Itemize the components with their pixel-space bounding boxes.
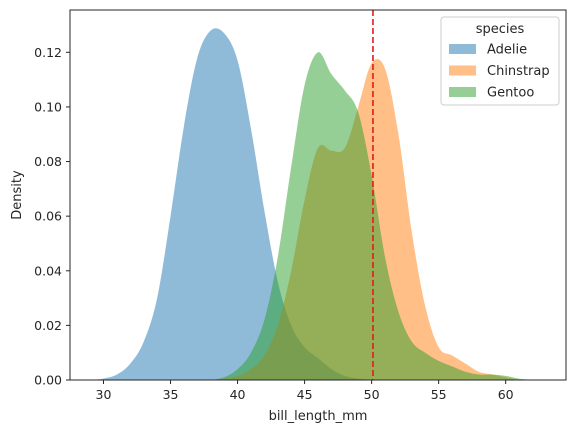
- legend: species Adelie Chinstrap Gentoo: [440, 16, 560, 106]
- x-axis-ticks: 30 35 40 45 50 55 60: [96, 380, 514, 402]
- x-tick-label: 50: [364, 387, 380, 402]
- legend-label-chinstrap: Chinstrap: [487, 64, 550, 79]
- legend-title: species: [476, 22, 525, 37]
- x-tick-label: 35: [163, 387, 179, 402]
- x-tick-label: 45: [297, 387, 313, 402]
- y-tick-label: 0.10: [34, 99, 62, 114]
- y-tick-label: 0.02: [34, 318, 62, 333]
- legend-swatch-chinstrap: [449, 65, 476, 76]
- x-tick-label: 30: [96, 387, 112, 402]
- legend-label-adelie: Adelie: [487, 43, 527, 58]
- y-tick-label: 0.08: [34, 154, 62, 169]
- plot-frame: [69, 9, 567, 381]
- legend-box: [440, 16, 560, 106]
- x-axis-label: bill_length_mm: [269, 409, 368, 424]
- y-tick-label: 0.06: [34, 209, 62, 224]
- legend-swatch-gentoo: [449, 87, 476, 97]
- y-tick-label: 0.12: [34, 45, 62, 60]
- legend-label-gentoo: Gentoo: [487, 86, 534, 101]
- y-axis-ticks: 0.00 0.02 0.04 0.06 0.08 0.10 0.12: [34, 45, 70, 388]
- density-area-adelie: [90, 28, 372, 381]
- legend-items: Adelie Chinstrap Gentoo: [449, 43, 550, 101]
- x-tick-label: 60: [498, 387, 514, 402]
- legend-swatch-adelie: [449, 44, 476, 54]
- y-axis-label: Density: [10, 170, 25, 220]
- x-tick-label: 40: [230, 387, 246, 402]
- y-tick-label: 0.00: [34, 373, 62, 388]
- density-area-gentoo: [210, 52, 533, 380]
- x-tick-label: 55: [431, 387, 447, 402]
- density-areas: [90, 28, 533, 381]
- y-tick-label: 0.04: [34, 263, 62, 278]
